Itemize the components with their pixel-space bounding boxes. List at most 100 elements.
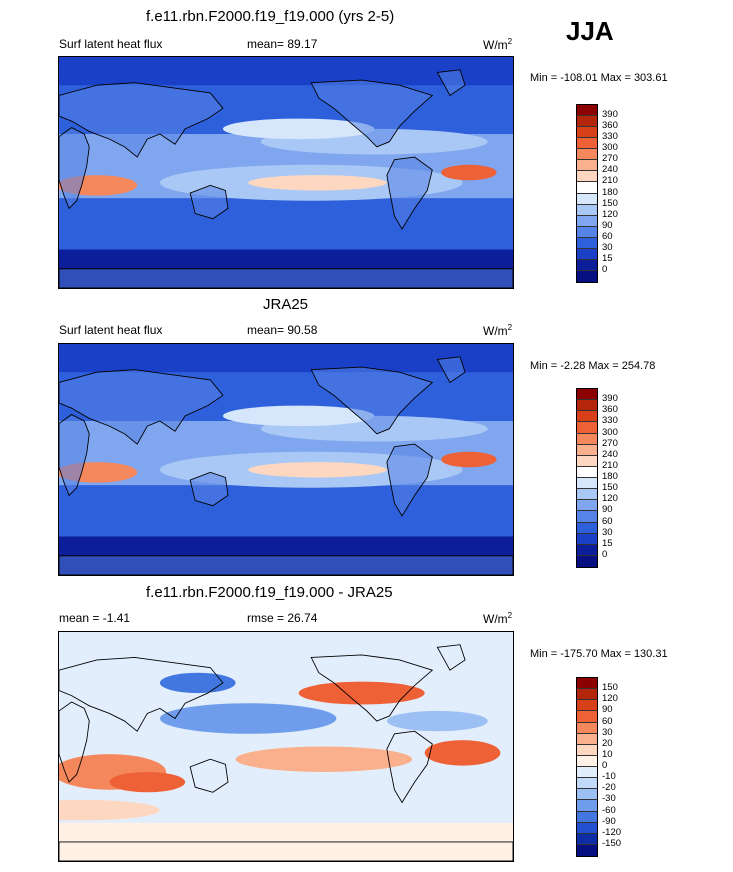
- colorbar-swatch: [577, 689, 597, 701]
- colorbar-swatch: [577, 105, 597, 117]
- panel1-units: W/m2: [483, 37, 513, 52]
- colorbar-tick-label: 120: [602, 693, 618, 705]
- panel1-minmax: Min = -108.01 Max = 303.61: [530, 72, 668, 84]
- colorbar-tick-label: 120: [602, 493, 618, 505]
- colorbar-tick-label: 0: [602, 263, 608, 275]
- field-band-arctic: [59, 57, 513, 86]
- colorbar-swatch: [577, 833, 597, 845]
- continent-outline: [386, 156, 433, 230]
- panel1-title: f.e11.rbn.F2000.f19_f19.000 (yrs 2-5): [146, 8, 395, 25]
- panel3-colorbar: [576, 677, 598, 857]
- colorbar-tick-label: -90: [602, 815, 616, 827]
- colorbar-swatch: [577, 711, 597, 723]
- colorbar-tick-label: 30: [602, 241, 613, 253]
- colorbar-swatch: [577, 182, 597, 194]
- colorbar-swatch: [577, 270, 597, 282]
- colorbar-swatch: [577, 789, 597, 801]
- colorbar-swatch: [577, 678, 597, 690]
- colorbar-swatch: [577, 193, 597, 205]
- colorbar-tick-label: -120: [602, 826, 622, 838]
- colorbar-tick-label: 0: [602, 760, 608, 771]
- continent-outline: [59, 701, 90, 783]
- colorbar-tick-label: -30: [602, 793, 616, 805]
- season-label: JJA: [566, 16, 614, 46]
- panel2-variable-label: Surf latent heat flux: [59, 323, 163, 337]
- colorbar-swatch: [577, 478, 597, 490]
- field-max-atlantic: [441, 451, 497, 468]
- colorbar-swatch: [577, 800, 597, 812]
- colorbar-tick-label: 120: [602, 208, 618, 220]
- colorbar-tick-label: 270: [602, 437, 618, 449]
- colorbar-tick-label: 150: [602, 682, 618, 694]
- colorbar-swatch: [577, 400, 597, 412]
- colorbar-tick-label: 60: [602, 230, 613, 242]
- colorbar-tick-label: 20: [602, 737, 613, 749]
- colorbar-swatch: [577, 248, 597, 260]
- colorbar-swatch: [577, 767, 597, 779]
- continent-outline: [310, 366, 434, 435]
- colorbar-swatch: [577, 237, 597, 249]
- continent-outline: [386, 730, 433, 804]
- field-north-pacific: [222, 405, 375, 427]
- continent-outline: [436, 69, 466, 97]
- colorbar-tick-label: 270: [602, 153, 618, 165]
- colorbar-swatch: [577, 422, 597, 434]
- panel3-mean: mean = -1.41: [59, 611, 131, 625]
- colorbar-swatch: [577, 844, 597, 856]
- field-pos-atlantic: [424, 740, 501, 766]
- continent-outline: [59, 555, 513, 575]
- colorbar-tick-label: 240: [602, 164, 618, 176]
- colorbar-tick-label: 330: [602, 131, 618, 143]
- colorbar-tick-label: 90: [602, 219, 613, 231]
- field-max-atlantic: [441, 164, 497, 181]
- colorbar-swatch: [577, 733, 597, 745]
- colorbar-tick-label: 30: [602, 526, 613, 538]
- colorbar-swatch: [577, 204, 597, 216]
- colorbar-swatch: [577, 466, 597, 478]
- colorbar-swatch: [577, 160, 597, 172]
- panel2-minmax: Min = -2.28 Max = 254.78: [530, 360, 656, 372]
- colorbar-swatch: [577, 116, 597, 128]
- colorbar-tick-label: -10: [602, 771, 616, 783]
- colorbar-swatch: [577, 389, 597, 401]
- panel2-title: JRA25: [263, 296, 309, 313]
- panel2-units: W/m2: [483, 323, 513, 338]
- colorbar-tick-label: 150: [602, 197, 618, 209]
- continent-outline: [436, 356, 466, 384]
- field-max-pacific: [248, 175, 387, 191]
- colorbar-tick-label: -150: [602, 837, 622, 849]
- colorbar-swatch: [577, 744, 597, 756]
- colorbar-swatch: [577, 544, 597, 556]
- field-max-pacific: [248, 462, 387, 478]
- colorbar-swatch: [577, 411, 597, 423]
- colorbar-swatch: [577, 522, 597, 534]
- field-neg-asia: [159, 672, 236, 694]
- colorbar-tick-label: 90: [602, 504, 613, 516]
- colorbar-swatch: [577, 433, 597, 445]
- colorbar-swatch: [577, 444, 597, 456]
- colorbar-tick-label: 210: [602, 175, 618, 187]
- colorbar-tick-label: 390: [602, 393, 618, 405]
- panel3-map: [58, 631, 514, 862]
- colorbar-swatch: [577, 722, 597, 734]
- colorbar-swatch: [577, 811, 597, 823]
- colorbar-swatch: [577, 778, 597, 790]
- colorbar-tick-label: 60: [602, 515, 613, 527]
- colorbar-swatch: [577, 755, 597, 767]
- panel1-map: [58, 56, 514, 289]
- colorbar-tick-label: 240: [602, 448, 618, 460]
- map-canvas: [59, 57, 513, 288]
- colorbar-tick-label: 150: [602, 482, 618, 494]
- colorbar-tick-label: -60: [602, 804, 616, 816]
- colorbar-tick-label: 180: [602, 471, 618, 482]
- continent-outline: [189, 471, 229, 507]
- continent-outline: [59, 414, 90, 497]
- colorbar-tick-label: 10: [602, 748, 613, 760]
- colorbar-tick-label: 300: [602, 426, 618, 438]
- map-canvas: [59, 344, 513, 575]
- continent-outline: [189, 758, 229, 793]
- colorbar-tick-label: 30: [602, 726, 613, 738]
- colorbar-swatch: [577, 259, 597, 271]
- field-pos-npacific: [298, 681, 425, 705]
- continent-outline: [59, 656, 224, 732]
